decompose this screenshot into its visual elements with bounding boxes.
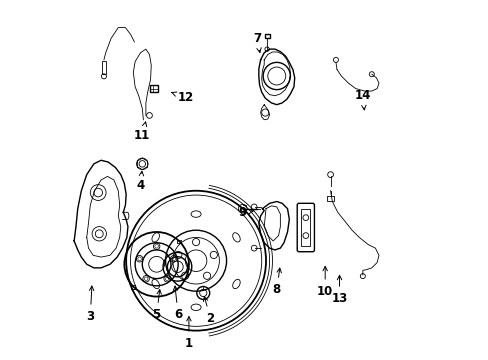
Text: 13: 13: [331, 275, 347, 305]
Text: 11: 11: [134, 122, 150, 142]
Text: 4: 4: [136, 171, 144, 192]
Text: 3: 3: [86, 286, 94, 323]
Text: 8: 8: [272, 268, 281, 296]
Text: 5: 5: [152, 290, 161, 321]
Text: 14: 14: [354, 89, 370, 110]
Text: 6: 6: [173, 286, 182, 321]
Text: 12: 12: [171, 91, 193, 104]
Text: 10: 10: [316, 266, 333, 298]
Text: 2: 2: [203, 297, 214, 325]
Text: 7: 7: [252, 32, 261, 53]
Text: 1: 1: [184, 316, 193, 350]
Text: 9: 9: [238, 206, 253, 219]
